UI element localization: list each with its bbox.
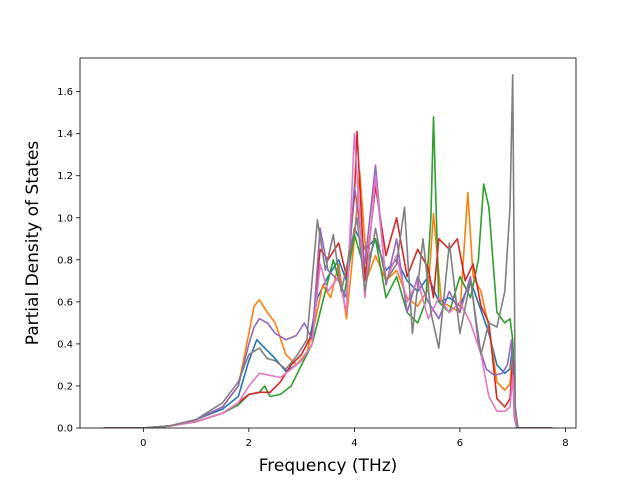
series-layer bbox=[103, 74, 553, 428]
y-tick-label: 1.4 bbox=[57, 129, 73, 140]
y-tick-label: 1.2 bbox=[57, 171, 73, 182]
x-tick-label: 2 bbox=[246, 438, 252, 449]
y-tick-label: 0.0 bbox=[57, 424, 73, 435]
x-tick-label: 6 bbox=[457, 438, 463, 449]
y-tick-label: 1.6 bbox=[57, 87, 73, 98]
plot-frame bbox=[79, 57, 577, 429]
series-line-4 bbox=[103, 130, 553, 428]
y-axis-label: Partial Density of States bbox=[23, 141, 43, 346]
x-tick-label: 0 bbox=[140, 438, 146, 449]
x-axis-label: Frequency (THz) bbox=[259, 456, 398, 476]
y-tick-label: 0.2 bbox=[57, 381, 73, 392]
x-tick-label: 8 bbox=[562, 438, 568, 449]
series-line-7 bbox=[103, 74, 553, 428]
y-axis-ticks: 0.0 0.2 0.4 0.6 0.8 1.0 1.2 1.4 1.6 bbox=[57, 87, 80, 435]
y-tick-label: 0.6 bbox=[57, 297, 73, 308]
x-axis-ticks: 0 2 4 6 8 bbox=[140, 428, 569, 449]
series-line-6 bbox=[103, 132, 553, 428]
y-tick-label: 1.0 bbox=[57, 213, 73, 224]
x-tick-label: 4 bbox=[351, 438, 357, 449]
y-tick-label: 0.8 bbox=[57, 255, 73, 266]
y-tick-label: 0.4 bbox=[57, 339, 73, 350]
